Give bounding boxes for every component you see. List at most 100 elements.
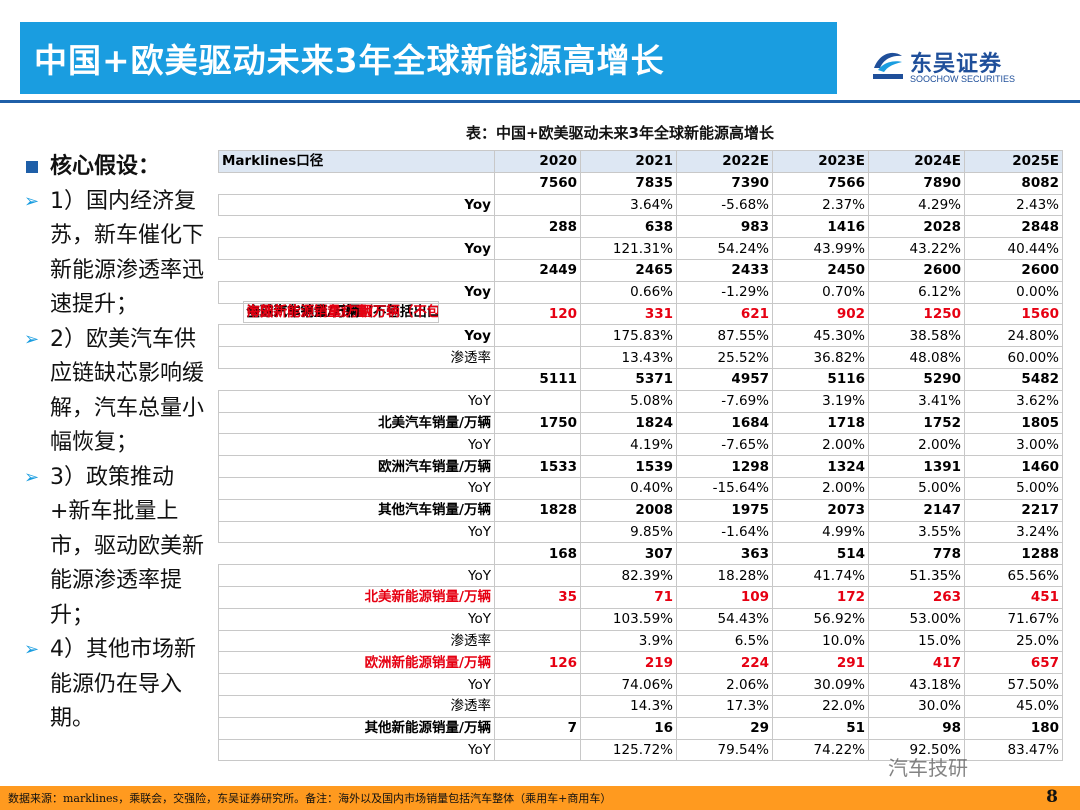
table-cell: 103.59% bbox=[580, 607, 677, 631]
table-body: 全球汽车销量/万辆 7560 7835 7390 7566 7890 8082 Yoy 3.64… bbox=[218, 171, 1063, 762]
table-cell: 6.5% bbox=[676, 629, 773, 653]
table-row: YoY 5.08% -7.69% 3.19% 3.41% 3.62% bbox=[218, 389, 1063, 413]
table-cell: 3.62% bbox=[964, 389, 1063, 413]
table-cell: 74.06% bbox=[580, 673, 677, 696]
table-cell: 4.29% bbox=[868, 193, 965, 217]
table-header-row: Marklines口径 2020 2021 2022E 2023E 2024E 2025E bbox=[218, 150, 1063, 173]
table-cell: 35 bbox=[494, 585, 581, 609]
table-cell: 29 bbox=[676, 716, 773, 740]
row-label: YoY bbox=[218, 738, 495, 762]
table-cell: 7390 bbox=[676, 171, 773, 195]
table-cell: 13.43% bbox=[580, 346, 677, 369]
table-cell bbox=[494, 237, 581, 260]
table-cell: 2.00% bbox=[868, 433, 965, 457]
page-title: 中国+欧美驱动未来3年全球新能源高增长 bbox=[34, 41, 665, 80]
table-cell: 6.12% bbox=[868, 280, 965, 304]
table-cell: 1250 bbox=[868, 302, 965, 326]
table-cell: 7890 bbox=[868, 171, 965, 195]
table-cell: 1805 bbox=[964, 411, 1063, 435]
table-cell: 288 bbox=[494, 215, 581, 239]
table-row: Yoy 0.66% -1.29% 0.70% 6.12% 0.00% bbox=[218, 280, 1063, 304]
table-cell: 83.47% bbox=[964, 738, 1063, 762]
row-label: Yoy bbox=[218, 237, 495, 260]
table-cell bbox=[494, 564, 581, 587]
table-cell: 2465 bbox=[580, 258, 677, 282]
table-cell: 1391 bbox=[868, 455, 965, 478]
header-divider bbox=[0, 100, 1080, 103]
footer: 数据来源：marklines，乘联会，交强险，东吴证券研究所。备注：海外以及国内… bbox=[0, 786, 1080, 810]
table-cell: 71.67% bbox=[964, 607, 1063, 631]
assumption-item: ➢ 2）欧美汽车供应链缺芯影响缓解，汽车总量小幅恢复； bbox=[24, 323, 212, 461]
row-label: 渗透率 bbox=[218, 629, 495, 653]
table-cell: 15.0% bbox=[868, 629, 965, 653]
header-year: 2022E bbox=[676, 150, 773, 173]
table-row: YoY 0.40% -15.64% 2.00% 5.00% 5.00% bbox=[218, 476, 1063, 500]
table-cell: 109 bbox=[676, 585, 773, 609]
row-label: 渗透率 bbox=[218, 346, 495, 369]
table-row: 渗透率 14.3% 17.3% 22.0% 30.0% 45.0% bbox=[218, 694, 1063, 718]
table-cell: 3.19% bbox=[772, 389, 869, 413]
table-cell: 983 bbox=[676, 215, 773, 239]
table-cell: 3.41% bbox=[868, 389, 965, 413]
table-cell: 17.3% bbox=[676, 694, 773, 718]
table-cell bbox=[494, 346, 581, 369]
assumptions-heading: 核心假设： bbox=[24, 150, 212, 185]
table-cell: 2450 bbox=[772, 258, 869, 282]
table-cell: 25.0% bbox=[964, 629, 1063, 653]
table-cell: 121.31% bbox=[580, 237, 677, 260]
row-label: 其他汽车销量/万辆 bbox=[218, 498, 495, 522]
table-cell: 74.22% bbox=[772, 738, 869, 762]
table-cell: 5111 bbox=[494, 367, 581, 391]
header-year: 2023E bbox=[772, 150, 869, 173]
table-cell: 5482 bbox=[964, 367, 1063, 391]
table-row: Yoy 121.31% 54.24% 43.99% 43.22% 40.44% bbox=[218, 237, 1063, 260]
company-logo: 东吴证券 SOOCHOW SECURITIES bbox=[870, 44, 1035, 88]
logo-text-cn: 东吴证券 bbox=[910, 52, 1003, 77]
table-row: YoY 103.59% 54.43% 56.92% 53.00% 71.67% bbox=[218, 607, 1063, 631]
table-cell bbox=[494, 193, 581, 217]
table-cell: 1828 bbox=[494, 498, 581, 522]
table-cell: -5.68% bbox=[676, 193, 773, 217]
arrow-bullet-icon: ➢ bbox=[24, 639, 40, 660]
row-label: 海外新能源销量/万辆 bbox=[242, 300, 439, 324]
table-cell: 14.3% bbox=[580, 694, 677, 718]
table-cell: 18.28% bbox=[676, 564, 773, 587]
table-cell: 2600 bbox=[868, 258, 965, 282]
table-row: 全球汽车销量/万辆 7560 7835 7390 7566 7890 8082 bbox=[219, 171, 1063, 324]
table-cell bbox=[494, 280, 581, 304]
table-cell: 57.50% bbox=[964, 673, 1063, 696]
arrow-bullet-icon: ➢ bbox=[24, 328, 40, 350]
row-label: 欧洲新能源销量/万辆 bbox=[218, 651, 495, 675]
table-cell: 2848 bbox=[964, 215, 1063, 239]
assumption-list: ➢ 1）国内经济复苏，新车催化下新能源渗透率迅速提升； ➢ 2）欧美汽车供应链缺芯影响… bbox=[24, 185, 212, 737]
table-cell: 1750 bbox=[494, 411, 581, 435]
table-cell bbox=[494, 476, 581, 500]
row-label: Yoy bbox=[218, 193, 495, 217]
row-label: YoY bbox=[218, 673, 495, 696]
table-cell: 71 bbox=[580, 585, 677, 609]
table-cell: 2.43% bbox=[964, 193, 1063, 217]
table-cell: 1752 bbox=[868, 411, 965, 435]
table-cell: 24.80% bbox=[964, 324, 1063, 348]
table-cell: 8082 bbox=[964, 171, 1063, 195]
table-cell: 2008 bbox=[580, 498, 677, 522]
table-cell: 2147 bbox=[868, 498, 965, 522]
assumption-text: 3）政策推动+新车批量上市，驱动欧美新能源渗透率提升； bbox=[50, 464, 205, 628]
table-cell: 56.92% bbox=[772, 607, 869, 631]
table-cell: 54.24% bbox=[676, 237, 773, 260]
table-cell: 79.54% bbox=[676, 738, 773, 762]
table-cell: 3.64% bbox=[580, 193, 677, 217]
table-cell: 2.00% bbox=[772, 476, 869, 500]
table-cell: 36.82% bbox=[772, 346, 869, 369]
table-cell: 224 bbox=[676, 651, 773, 675]
table-cell: 98 bbox=[868, 716, 965, 740]
table-cell: 363 bbox=[676, 542, 773, 566]
table-cell bbox=[494, 629, 581, 653]
table-row: YoY 82.39% 18.28% 41.74% 51.35% 65.56% bbox=[218, 564, 1063, 587]
table-row: 渗透率 3.9% 6.5% 10.0% 15.0% 25.0% bbox=[218, 629, 1063, 653]
table-title: 表：中国+欧美驱动未来3年全球新能源高增长 bbox=[465, 124, 774, 142]
arrow-bullet-icon: ➢ bbox=[24, 466, 40, 488]
table-cell: 5.08% bbox=[580, 389, 677, 413]
table-cell bbox=[494, 324, 581, 348]
table-row: YoY 125.72% 79.54% 74.22% 92.50% 83.47% bbox=[218, 738, 1063, 762]
